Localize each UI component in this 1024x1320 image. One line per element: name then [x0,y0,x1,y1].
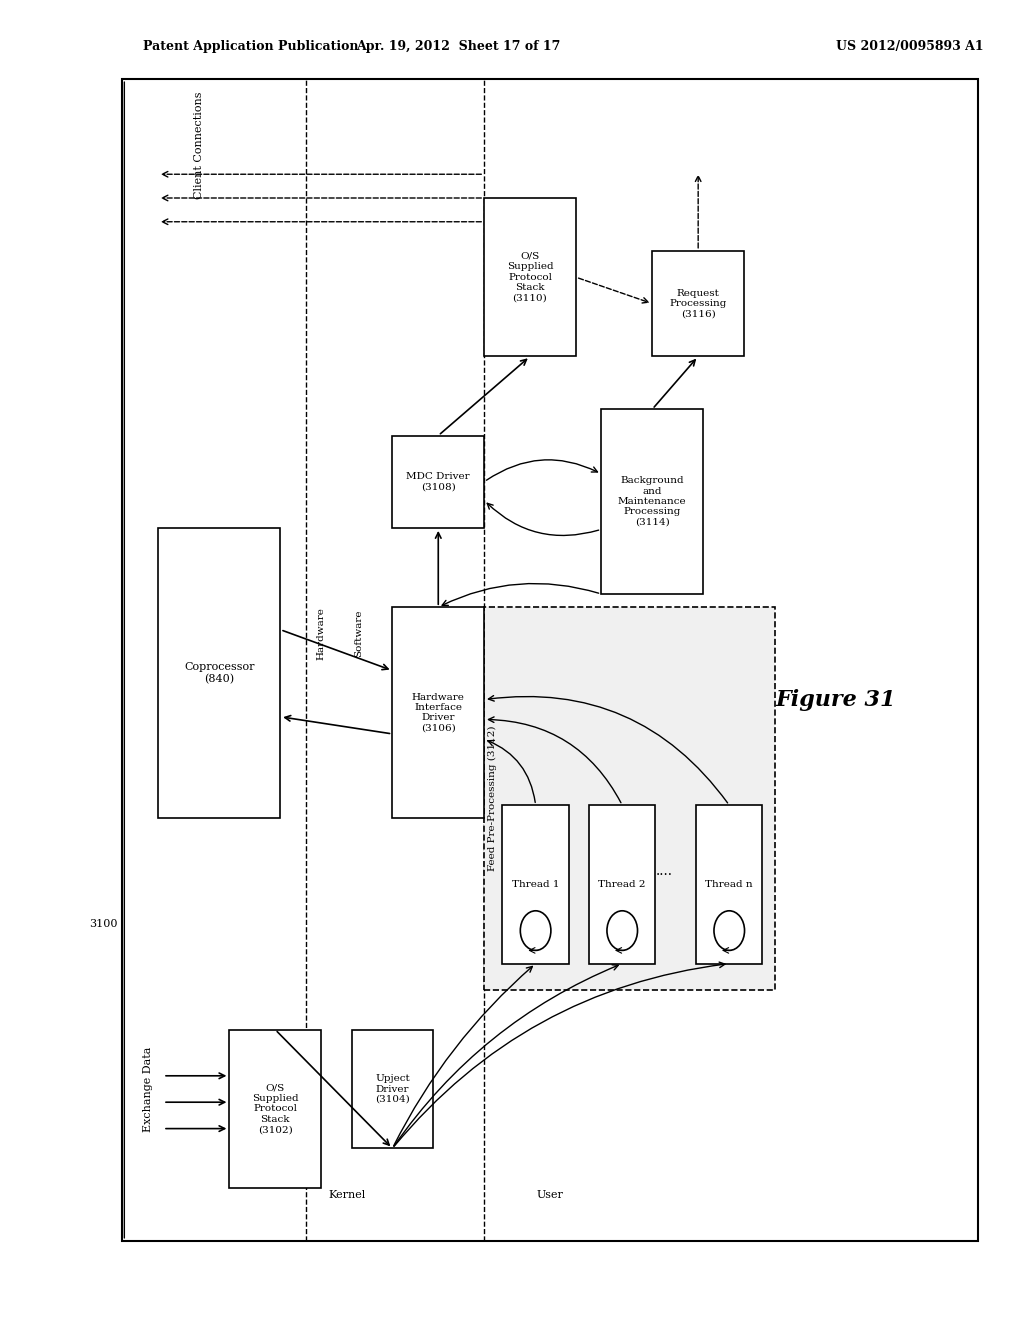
Text: User: User [537,1189,564,1200]
FancyBboxPatch shape [601,409,703,594]
Text: Apr. 19, 2012  Sheet 17 of 17: Apr. 19, 2012 Sheet 17 of 17 [356,40,561,53]
FancyBboxPatch shape [392,607,484,818]
Text: O/S
Supplied
Protocol
Stack
(3102): O/S Supplied Protocol Stack (3102) [252,1084,299,1134]
Text: ....: .... [656,865,673,878]
FancyBboxPatch shape [158,528,281,818]
FancyBboxPatch shape [122,79,979,1241]
Text: Software: Software [354,610,364,657]
Text: Exchange Data: Exchange Data [142,1047,153,1131]
Text: Feed Pre-Processing (3112): Feed Pre-Processing (3112) [487,726,497,871]
Text: Patent Application Publication: Patent Application Publication [142,40,358,53]
FancyBboxPatch shape [392,436,484,528]
Text: Background
and
Maintenance
Processing
(3114): Background and Maintenance Processing (3… [618,477,687,527]
Text: O/S
Supplied
Protocol
Stack
(3110): O/S Supplied Protocol Stack (3110) [507,252,553,302]
FancyBboxPatch shape [503,805,568,964]
Text: Figure 31: Figure 31 [775,689,896,710]
Text: Thread 2: Thread 2 [598,880,646,888]
FancyBboxPatch shape [351,1030,433,1148]
Text: US 2012/0095893 A1: US 2012/0095893 A1 [836,40,983,53]
FancyBboxPatch shape [484,198,575,356]
Text: Client Connections: Client Connections [194,91,204,199]
Text: Request
Processing
(3116): Request Processing (3116) [670,289,727,318]
FancyBboxPatch shape [589,805,655,964]
Text: Thread 1: Thread 1 [512,880,559,888]
Text: 3100: 3100 [89,919,117,929]
Text: Hardware
Interface
Driver
(3106): Hardware Interface Driver (3106) [412,693,465,733]
Text: Hardware: Hardware [316,607,326,660]
Text: Thread n: Thread n [706,880,753,888]
Text: MDC Driver
(3108): MDC Driver (3108) [407,473,470,491]
Text: Upject
Driver
(3104): Upject Driver (3104) [375,1074,410,1104]
FancyBboxPatch shape [696,805,763,964]
FancyBboxPatch shape [652,251,744,356]
Text: Coprocessor
(840): Coprocessor (840) [184,663,254,684]
FancyBboxPatch shape [484,607,774,990]
FancyBboxPatch shape [229,1030,322,1188]
Text: Kernel: Kernel [328,1189,366,1200]
